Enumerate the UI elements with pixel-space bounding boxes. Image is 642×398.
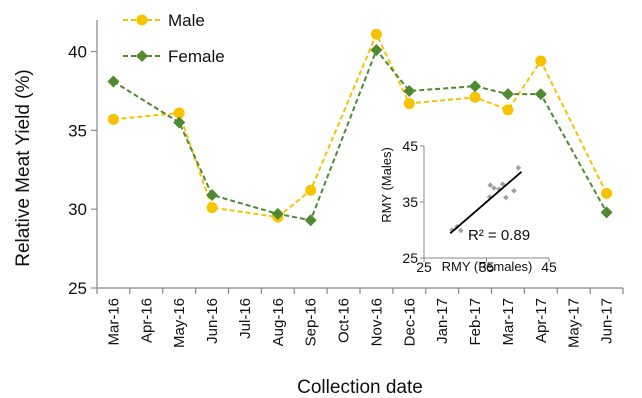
point-male xyxy=(535,55,547,67)
point-female xyxy=(469,80,482,93)
point-male xyxy=(370,28,382,40)
point-male xyxy=(107,113,119,125)
x-tick-label: Nov-16 xyxy=(368,298,385,346)
legend-label-female: Female xyxy=(168,47,225,66)
legend: Male Female xyxy=(123,11,225,66)
inset-point xyxy=(458,227,464,234)
inset-point xyxy=(511,188,517,194)
point-female xyxy=(600,206,613,219)
x-tick-label: Dec-16 xyxy=(401,298,418,346)
y-tick-label: 30 xyxy=(68,200,87,219)
x-tick-label: Aug-16 xyxy=(270,298,287,346)
x-tick-label: Jan-17 xyxy=(434,298,451,344)
x-tick-label: May-17 xyxy=(566,298,583,348)
legend-marker-male xyxy=(136,14,148,26)
point-female xyxy=(403,84,416,97)
x-tick-label: Jun-16 xyxy=(204,298,221,344)
inset-y-tick-label: 25 xyxy=(402,250,418,266)
x-axis-title: Collection date xyxy=(297,377,423,398)
y-axis-title: Relative Meat Yield (%) xyxy=(13,69,34,266)
inset-x-axis-title: RMY (Females) xyxy=(442,259,533,274)
point-female xyxy=(534,88,547,101)
inset-point xyxy=(487,182,494,188)
legend-label-male: Male xyxy=(168,11,205,30)
main-line-chart: 25 30 35 40 Mar-16 Apr-16 May-16 Jun-16 Jul-16 Au… xyxy=(13,11,624,398)
point-male xyxy=(206,202,218,214)
main-axes: 25 30 35 40 Mar-16 Apr-16 May-16 Jun-16 Jul-16 Au… xyxy=(68,20,624,348)
inset-x-tick-label: 25 xyxy=(416,259,432,275)
inset-x-tick-label: 45 xyxy=(541,259,557,275)
x-tick-label: Apr-17 xyxy=(533,298,550,343)
y-tick-label: 40 xyxy=(68,43,87,62)
inset-y-axis-title: RMY (Males) xyxy=(379,147,394,223)
inset-scatter-chart: 25 35 45 25 35 45 R² = 0.89 RMY (Males) RMY (… xyxy=(379,130,557,278)
x-tick-label: Mar-16 xyxy=(105,298,122,346)
point-male xyxy=(469,91,481,103)
inset-point xyxy=(515,165,522,171)
inset-y-tick-label: 35 xyxy=(402,194,418,210)
x-tick-label: Mar-17 xyxy=(500,298,517,346)
inset-x-tick-label: 35 xyxy=(479,259,495,275)
x-tick-label: Sep-16 xyxy=(303,298,320,346)
point-male xyxy=(173,107,185,119)
legend-marker-female xyxy=(136,50,148,62)
point-male xyxy=(305,184,317,196)
x-tick-label: Jul-16 xyxy=(237,298,254,339)
inset-point xyxy=(496,186,502,192)
point-male xyxy=(502,104,514,116)
point-female xyxy=(206,188,219,201)
point-male xyxy=(403,98,415,110)
inset-points-group xyxy=(449,165,523,235)
point-male xyxy=(601,187,613,199)
inset-point xyxy=(491,185,497,191)
point-female xyxy=(370,43,383,56)
inset-axes: 25 35 45 25 35 45 xyxy=(385,130,557,278)
x-tick-label: Apr-16 xyxy=(138,298,155,343)
inset-y-tick-label: 45 xyxy=(402,138,418,154)
x-tick-label: Oct-16 xyxy=(336,298,353,343)
x-tick-label: Feb-17 xyxy=(467,298,484,346)
x-tick-label: Jun-17 xyxy=(599,298,616,344)
inset-point xyxy=(499,181,506,187)
x-tick-label: May-16 xyxy=(171,298,188,348)
point-female xyxy=(304,214,317,227)
main-series-group xyxy=(107,28,613,227)
y-tick-label: 25 xyxy=(68,279,87,298)
r-squared-annotation: R² = 0.89 xyxy=(468,227,530,244)
inset-background xyxy=(385,130,557,278)
trendline xyxy=(449,171,523,235)
point-female xyxy=(107,75,120,88)
y-tick-label: 35 xyxy=(68,121,87,140)
point-female xyxy=(501,88,514,101)
inset-point xyxy=(503,194,509,201)
point-female xyxy=(271,207,284,220)
point-female xyxy=(173,116,186,129)
